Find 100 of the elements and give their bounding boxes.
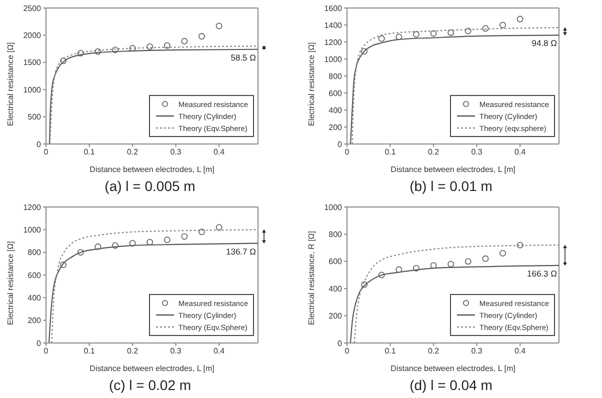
point [448, 29, 454, 36]
point [129, 45, 136, 52]
x-tick-label: 0.2 [428, 346, 440, 356]
x-tick-label: 0.2 [428, 148, 440, 157]
point [129, 240, 136, 247]
x-tick-label: 0.3 [471, 346, 483, 356]
y-axis-title: Electrical resistance [Ω] [6, 42, 15, 126]
x-tick-label: 0.4 [514, 346, 526, 356]
x-tick-label: 0.3 [170, 148, 182, 157]
point [500, 250, 506, 256]
x-axis-title: Distance between electrodes, L [m] [90, 165, 214, 174]
x-tick-label: 0.1 [84, 346, 96, 356]
point [500, 22, 506, 28]
annotation: 58.5 Ω [230, 52, 256, 62]
y-tick-label: 200 [328, 122, 343, 132]
y-tick-label: 2000 [23, 31, 42, 40]
y-tick-label: 1600 [324, 4, 343, 13]
y-tick-label: 0 [36, 140, 42, 149]
y-tick-label: 1200 [23, 202, 42, 212]
x-axis-title: Distance between electrodes, L [m] [390, 364, 516, 373]
y-tick-label: 200 [328, 312, 343, 321]
point [412, 31, 420, 38]
y-tick-label: 1000 [23, 85, 42, 94]
y-tick-label: 2500 [23, 4, 42, 13]
y-tick-label: 1500 [23, 58, 42, 68]
point [216, 224, 222, 231]
x-axis-title: Distance between electrodes, L [m] [390, 165, 516, 174]
text: (d) l = 0.04 m [408, 377, 494, 393]
text: (a) l = 0.005 m [104, 178, 196, 194]
point [77, 249, 84, 256]
x-tick-label: 0 [44, 148, 49, 157]
point [412, 264, 420, 272]
point [146, 43, 154, 50]
y-tick-label: 0 [338, 338, 343, 348]
y-tick-label: 1000 [324, 54, 343, 64]
text: (b) l = 0.01 m [408, 178, 494, 194]
point [216, 22, 222, 30]
annotation: 166.3 Ω [527, 268, 557, 278]
point [198, 228, 206, 236]
point [60, 262, 67, 268]
point [516, 16, 524, 22]
point [94, 243, 102, 250]
y-tick-label: 400 [328, 106, 343, 115]
point [396, 34, 402, 40]
point [112, 46, 118, 54]
point [464, 258, 472, 265]
y-tick-label: 800 [28, 248, 42, 258]
x-tick-label: 0 [344, 346, 350, 356]
x-tick-label: 0.4 [214, 346, 226, 356]
y-tick-label: 0 [338, 140, 343, 149]
point [181, 38, 188, 44]
y-tick-label: 1000 [324, 202, 343, 212]
x-axis-title: Distance between electrodes, L [m] [90, 364, 214, 373]
point [396, 266, 402, 273]
point [464, 28, 472, 34]
point [164, 236, 170, 244]
y-axis-title: Electrical resistance, R [Ω] [306, 230, 316, 325]
y-tick-label: 600 [328, 88, 343, 98]
x-tick-label: 0 [344, 148, 350, 157]
y-tick-label: 500 [28, 112, 42, 122]
text: (c) l = 0.02 m [108, 377, 192, 393]
y-tick-label: 0 [36, 338, 42, 348]
y-tick-label: 400 [28, 294, 42, 303]
point [448, 260, 454, 268]
x-tick-label: 0.2 [126, 148, 139, 157]
y-tick-label: 600 [328, 257, 343, 266]
point [361, 281, 368, 288]
x-tick-label: 0.4 [214, 148, 226, 157]
y-axis-title: Electrical resistance [Ω] [6, 241, 15, 325]
y-tick-label: 1200 [324, 38, 343, 47]
y-tick-label: 200 [28, 316, 42, 326]
y-tick-label: 800 [328, 230, 343, 240]
point [112, 242, 118, 249]
point [430, 262, 437, 269]
y-axis-title: Electrical resistance [Ω] [306, 42, 316, 126]
point [198, 33, 206, 40]
x-tick-label: 0.1 [84, 148, 96, 157]
x-tick-label: 0.2 [126, 346, 139, 356]
point [378, 35, 385, 42]
x-tick-label: 0.3 [170, 346, 182, 356]
point [378, 272, 385, 278]
x-tick-label: 0.1 [384, 346, 396, 356]
y-tick-label: 400 [328, 284, 343, 294]
point [146, 238, 154, 246]
y-tick-label: 1000 [23, 226, 42, 235]
x-tick-label: 0.3 [471, 148, 483, 157]
point [77, 50, 84, 56]
point [430, 30, 437, 37]
point [361, 48, 368, 55]
point [94, 48, 102, 55]
point [164, 42, 170, 49]
annotation: 94.8 Ω [532, 38, 557, 48]
point [60, 58, 67, 64]
y-tick-label: 600 [28, 270, 42, 280]
point [181, 233, 188, 240]
x-tick-label: 0.1 [384, 148, 396, 157]
annotation: 136.7 Ω [226, 246, 256, 256]
point [482, 255, 489, 262]
y-tick-label: 800 [328, 72, 343, 81]
y-tick-label: 1400 [324, 20, 343, 30]
